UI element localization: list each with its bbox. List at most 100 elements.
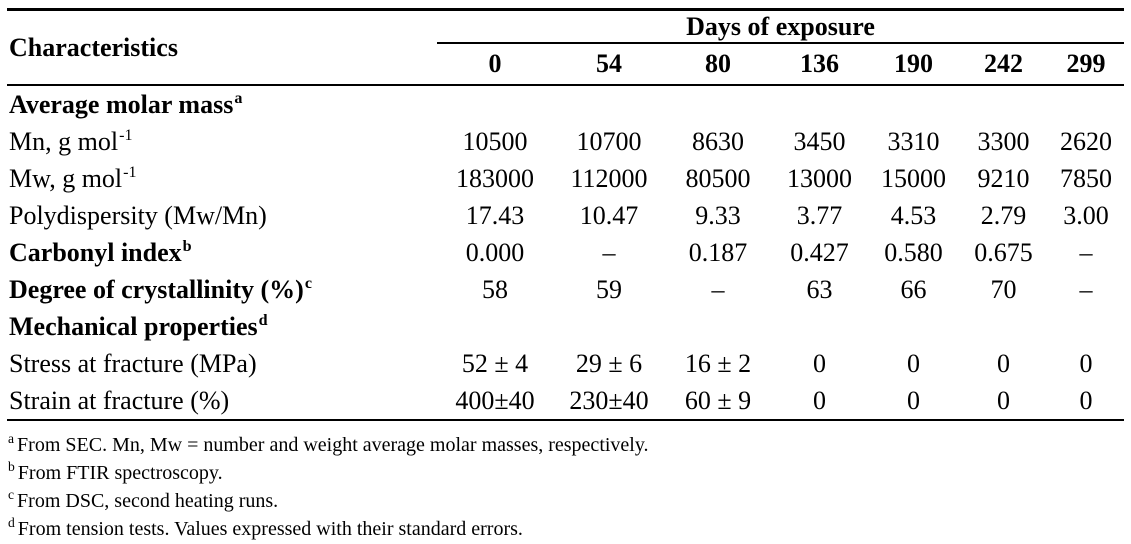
- table-header: Characteristics Days of exposure 0 54 80 13…: [7, 9, 1125, 85]
- column-header-54: 54: [596, 49, 622, 78]
- cell: 7850: [1060, 163, 1113, 193]
- row-label: Strain at fracture (%): [7, 382, 437, 420]
- footnote-marker: d: [8, 515, 15, 531]
- cell: 2620: [1060, 126, 1113, 156]
- footnote: c From DSC, second heating runs.: [8, 487, 649, 515]
- cell: 3.77: [796, 200, 843, 230]
- cell: 60 ± 9: [684, 385, 752, 415]
- cell: [665, 85, 771, 123]
- table-row: Strain at fracture (%) 400±40 230±40 60 ± 9…: [7, 382, 1124, 420]
- cell: [1048, 85, 1124, 123]
- column-header-136: 136: [800, 49, 839, 78]
- footnote-text: From DSC, second heating runs.: [17, 490, 279, 512]
- cell: –: [602, 237, 616, 267]
- cell: 2.79: [980, 200, 1027, 230]
- cell: 3.00: [1063, 200, 1109, 230]
- row-label-text: Mn, g mol: [9, 126, 119, 156]
- row-label-superscript: d: [258, 311, 268, 329]
- row-label: Mn, g mol-1: [7, 123, 437, 160]
- table-row: Degree of crystallinity (%)c 58 59 – 63 66 70 –: [7, 271, 1124, 308]
- cell: 80500: [685, 163, 751, 193]
- row-label-superscript: -1: [123, 163, 137, 181]
- table-row: Polydispersity (Mw/Mn) 17.43 10.47 9.33 3.77…: [7, 197, 1124, 234]
- cell: –: [711, 274, 725, 304]
- cell: 0.427: [790, 237, 849, 267]
- row-label-text: Strain at fracture (%): [9, 385, 230, 415]
- cell: 0: [907, 385, 920, 415]
- cell: 9.33: [695, 200, 741, 230]
- footnote: a From SEC. Mn, Mw = number and weight av…: [8, 431, 649, 459]
- row-label-text: Polydispersity (Mw/Mn): [9, 200, 267, 230]
- row-label-text: Carbonyl index: [9, 237, 182, 267]
- cell: 3450: [793, 126, 846, 156]
- cell: 0: [907, 348, 920, 378]
- row-label-text: Mechanical properties: [9, 311, 258, 341]
- cell: 0.580: [884, 237, 943, 267]
- row-label-text: Average molar mass: [9, 89, 234, 119]
- cell: 29 ± 6: [575, 348, 643, 378]
- cell: 0: [1079, 348, 1093, 378]
- column-header-299: 299: [1066, 49, 1106, 78]
- row-label: Mechanical propertiesd: [7, 308, 437, 345]
- footnote-text: From tension tests. Values expressed wit…: [17, 518, 523, 540]
- cell: 10500: [462, 126, 528, 156]
- cell: 0.187: [688, 237, 748, 267]
- footnote-text: From SEC. Mn, Mw = number and weight ave…: [17, 434, 649, 456]
- row-label-text: Mw, g mol: [9, 163, 123, 193]
- table-row: Mn, g mol-1 10500 10700 8630 3450 3310 3300 262…: [7, 123, 1124, 160]
- cell: 58: [482, 274, 508, 304]
- cell: 0.675: [974, 237, 1033, 267]
- cell: [437, 85, 553, 123]
- cell: 0: [813, 348, 826, 378]
- cell: [665, 308, 771, 345]
- cell: 4.53: [890, 200, 937, 230]
- cell: 10.47: [579, 200, 639, 230]
- cell: 13000: [787, 163, 852, 193]
- row-label: Stress at fracture (MPa): [7, 345, 437, 382]
- cell: [771, 308, 868, 345]
- cell: 183000: [456, 163, 534, 193]
- cell: 66: [900, 274, 927, 304]
- row-label: Mw, g mol-1: [7, 160, 437, 197]
- row-label-text: Stress at fracture (MPa): [9, 348, 257, 378]
- cell: 63: [806, 274, 833, 304]
- cell: 3310: [887, 126, 940, 156]
- days-of-exposure-header: Days of exposure: [437, 9, 1125, 44]
- cell: 15000: [881, 163, 946, 193]
- column-header-80: 80: [705, 49, 731, 78]
- cell: [437, 308, 553, 345]
- footnote-text: From FTIR spectroscopy.: [17, 462, 223, 484]
- cell: [771, 85, 868, 123]
- table-row: Mechanical propertiesd: [7, 308, 1124, 345]
- cell: [959, 85, 1048, 123]
- table-row: Mw, g mol-1 183000 112000 80500 13000 15000 92…: [7, 160, 1124, 197]
- cell: 400±40: [455, 385, 535, 415]
- cell: 52 ± 4: [461, 348, 529, 378]
- cell: 8630: [692, 126, 744, 156]
- cell: 3300: [977, 126, 1030, 156]
- cell: [1048, 308, 1124, 345]
- column-header-190: 190: [894, 49, 933, 78]
- cell: [553, 85, 665, 123]
- cell: 0: [997, 385, 1010, 415]
- cell: [868, 308, 959, 345]
- cell: 10700: [576, 126, 642, 156]
- footnote-marker: a: [8, 431, 15, 447]
- footnote-marker: b: [8, 459, 15, 475]
- days-of-exposure-table: Characteristics Days of exposure 0 54 80 13…: [7, 8, 1125, 421]
- footnotes: a From SEC. Mn, Mw = number and weight av…: [8, 431, 649, 543]
- cell: 16 ± 2: [684, 348, 752, 378]
- row-label-superscript: a: [234, 89, 243, 107]
- cell: 230±40: [569, 385, 649, 415]
- cell: 0: [1079, 385, 1093, 415]
- cell: 0: [997, 348, 1010, 378]
- characteristics-header: Characteristics: [9, 32, 178, 62]
- cell: 112000: [570, 163, 648, 193]
- row-label: Carbonyl indexb: [7, 234, 437, 271]
- footnote: b From FTIR spectroscopy.: [8, 459, 649, 487]
- cell: [553, 308, 665, 345]
- cell: 17.43: [465, 200, 525, 230]
- row-label: Polydispersity (Mw/Mn): [7, 197, 437, 234]
- column-header-242: 242: [984, 49, 1023, 78]
